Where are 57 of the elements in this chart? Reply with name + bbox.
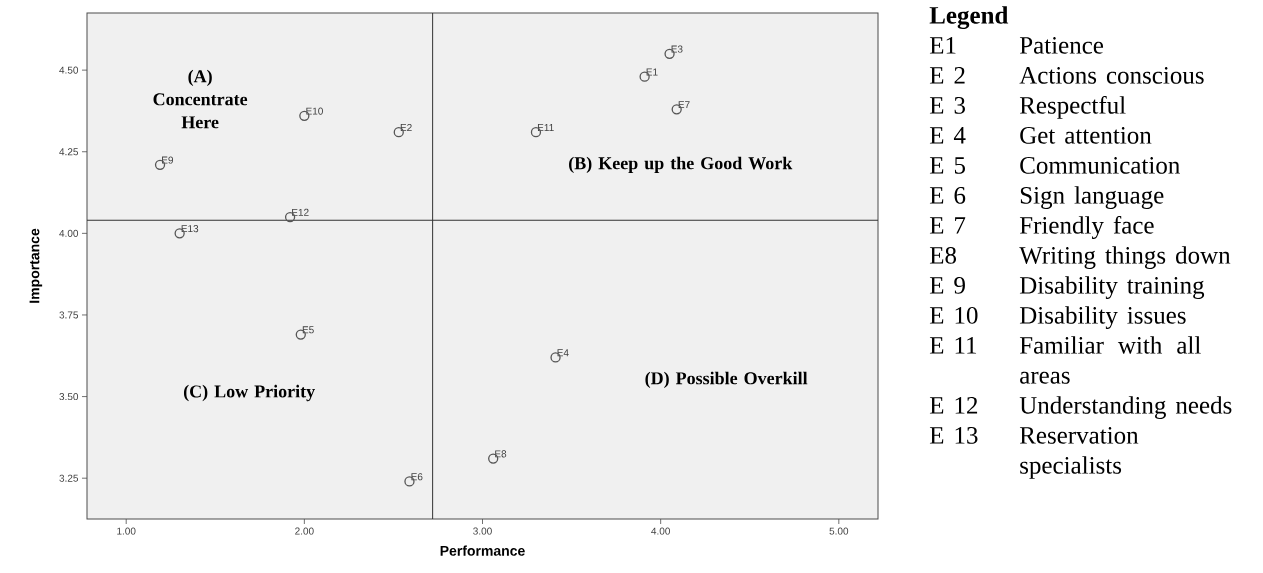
text: E 2 — [929, 66, 965, 84]
text: Respectful — [1019, 95, 1126, 119]
text: E 5 — [929, 157, 965, 174]
annotation: E13 — [181, 225, 199, 233]
x-tick-label: 1.00 — [117, 527, 136, 535]
text: E 6 — [929, 187, 966, 204]
annotation: E1 — [646, 68, 658, 76]
y-tick-label: 3.75 — [59, 311, 79, 319]
text: Patience — [1019, 36, 1104, 54]
annotation: E12 — [292, 208, 309, 216]
x-axis-title: Performance — [440, 545, 525, 556]
x-tick-label: 3.00 — [473, 527, 492, 535]
text: Familiar with all areas — [1019, 336, 1201, 384]
annotation: (C) Low Priority — [183, 384, 315, 402]
annotation: E11 — [537, 124, 554, 131]
y-tick-label: 3.50 — [59, 393, 79, 401]
annotation: E5 — [302, 326, 314, 334]
annotation: (A) Concentrate Here — [153, 69, 248, 129]
x-tick-label: 4.00 — [651, 527, 670, 535]
annotation: (D) Possible Overkill — [645, 371, 808, 389]
text: E 7 — [929, 217, 966, 234]
y-tick-label: 4.00 — [59, 229, 79, 237]
y-axis-title: Importance — [29, 228, 43, 303]
annotation: E3 — [671, 45, 683, 53]
text: Disability training — [1019, 276, 1205, 299]
annotation: E4 — [557, 349, 569, 357]
text: Friendly face — [1019, 215, 1154, 239]
text: Reservation specialists — [1019, 426, 1139, 479]
text: Communication — [1020, 156, 1180, 174]
text: Legend — [929, 6, 1009, 30]
text: E8 — [929, 246, 957, 264]
annotation: E9 — [162, 156, 174, 164]
text: Disability issues — [1019, 306, 1186, 329]
y-tick-label: 3.25 — [59, 474, 79, 482]
text: Understanding needs — [1019, 396, 1232, 419]
text: Actions conscious — [1019, 66, 1204, 84]
annotation: E10 — [306, 107, 323, 115]
x-tick-label: 5.00 — [829, 527, 849, 535]
text: Get attention — [1020, 126, 1152, 144]
y-tick-label: 4.50 — [59, 66, 79, 74]
text: E 10 — [929, 306, 978, 324]
text: E 4 — [929, 127, 966, 144]
text: E 13 — [929, 426, 978, 444]
text: E 3 — [929, 96, 965, 114]
annotation: E7 — [678, 101, 690, 109]
annotation: E8 — [495, 450, 507, 458]
y-tick-label: 4.25 — [59, 148, 79, 156]
text: Sign language — [1020, 186, 1164, 209]
annotation: E2 — [400, 123, 412, 131]
text: E 12 — [929, 396, 978, 414]
annotation: (B) Keep up the Good Work — [569, 156, 793, 173]
text: E1 — [929, 37, 956, 54]
text: E 9 — [929, 276, 965, 294]
text: Writing things down — [1019, 246, 1231, 269]
text: E 11 — [929, 337, 977, 354]
annotation: E6 — [411, 473, 423, 481]
x-tick-label: 2.00 — [295, 527, 314, 535]
